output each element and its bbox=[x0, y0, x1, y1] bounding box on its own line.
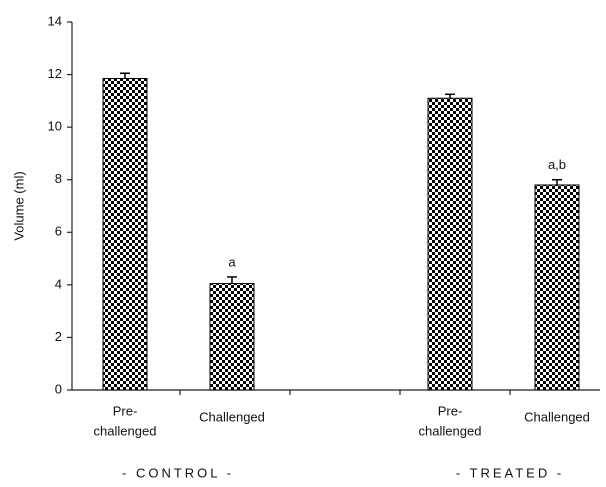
bar bbox=[102, 78, 148, 391]
group-label: - TREATED - bbox=[456, 465, 564, 480]
y-tick-label: 8 bbox=[55, 171, 62, 186]
x-tick-label: challenged bbox=[94, 423, 157, 438]
y-tick-label: 6 bbox=[55, 224, 62, 239]
bar bbox=[427, 97, 473, 391]
y-tick-label: 2 bbox=[55, 329, 62, 344]
annotation: a bbox=[228, 254, 236, 269]
y-tick-label: 10 bbox=[48, 119, 62, 134]
y-tick-label: 12 bbox=[48, 66, 62, 81]
x-tick-label: Challenged bbox=[199, 409, 265, 424]
annotation: a,b bbox=[548, 157, 566, 172]
y-axis-label: Volume (ml) bbox=[11, 171, 26, 240]
y-tick-label: 0 bbox=[55, 381, 62, 396]
bar bbox=[209, 283, 255, 391]
y-tick-label: 14 bbox=[48, 13, 62, 28]
bar bbox=[534, 184, 580, 391]
x-tick-label: challenged bbox=[419, 423, 482, 438]
x-tick-label: Pre- bbox=[113, 403, 138, 418]
x-tick-label: Challenged bbox=[524, 409, 590, 424]
group-label: - CONTROL - bbox=[122, 465, 234, 480]
x-tick-label: Pre- bbox=[438, 403, 463, 418]
y-tick-label: 4 bbox=[55, 276, 62, 291]
